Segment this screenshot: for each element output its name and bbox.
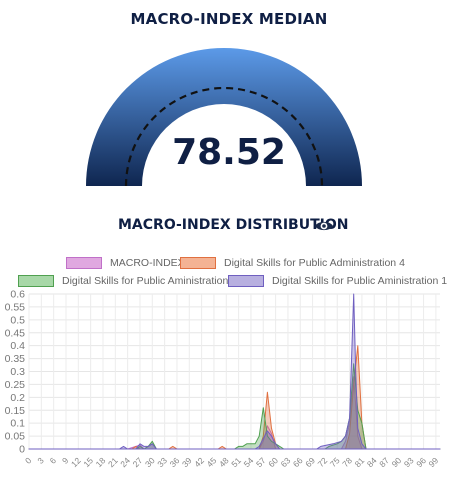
median-gauge	[86, 48, 362, 187]
legend-item-macro-index[interactable]: MACRO-INDEX	[66, 257, 185, 269]
y-tick-label: 0.6	[10, 289, 25, 301]
legend-item-dspa1[interactable]: Digital Skills for Public Aministration …	[228, 275, 447, 287]
y-tick-label: 0.2	[10, 392, 25, 404]
series-area-0	[28, 376, 441, 450]
y-tick-label: 0.1	[10, 418, 25, 430]
y-tick-label: 0.3	[10, 366, 25, 378]
x-tick-label: 3	[35, 455, 46, 466]
x-tick-label: 9	[60, 455, 71, 466]
x-tick-label: 6	[48, 455, 59, 466]
y-tick-label: 0.5	[10, 314, 25, 326]
gauge-title: MACRO-INDEX MEDIAN	[130, 10, 328, 28]
y-tick-label: 0.15	[5, 405, 26, 417]
y-tick-label: 0.4	[10, 340, 25, 352]
median-value: 78.52	[172, 132, 286, 173]
y-tick-label: 0.45	[5, 327, 26, 339]
distribution-title: MACRO-INDEX DISTRIBUTION	[118, 217, 349, 233]
legend-label: MACRO-INDEX	[110, 257, 185, 269]
legend-swatch[interactable]	[228, 275, 264, 287]
y-tick-label: 0	[19, 444, 25, 456]
gauge-arc	[86, 48, 362, 186]
legend-swatch[interactable]	[18, 275, 54, 287]
series-area-2	[28, 363, 441, 450]
x-tick-label: 99	[427, 455, 441, 469]
x-tick-label: 0	[23, 455, 34, 466]
legend-label: Digital Skills for Public Administration…	[224, 257, 405, 269]
y-tick-label: 0.55	[5, 301, 26, 313]
legend-swatch[interactable]	[66, 257, 102, 269]
y-tick-label: 0.35	[5, 353, 26, 365]
legend-item-dspa4[interactable]: Digital Skills for Public Administration…	[180, 257, 405, 269]
series-area-3	[28, 293, 441, 450]
legend-item-dspa3[interactable]: Digital Skills for Public Aministration …	[18, 275, 237, 287]
y-tick-label: 0.05	[5, 431, 26, 443]
y-tick-label: 0.25	[5, 379, 26, 391]
legend-label: Digital Skills for Public Aministration …	[272, 275, 448, 287]
eye-icon[interactable]	[314, 219, 334, 233]
legend-swatch[interactable]	[180, 257, 216, 269]
legend-label: Digital Skills for Public Aministration …	[62, 275, 238, 287]
